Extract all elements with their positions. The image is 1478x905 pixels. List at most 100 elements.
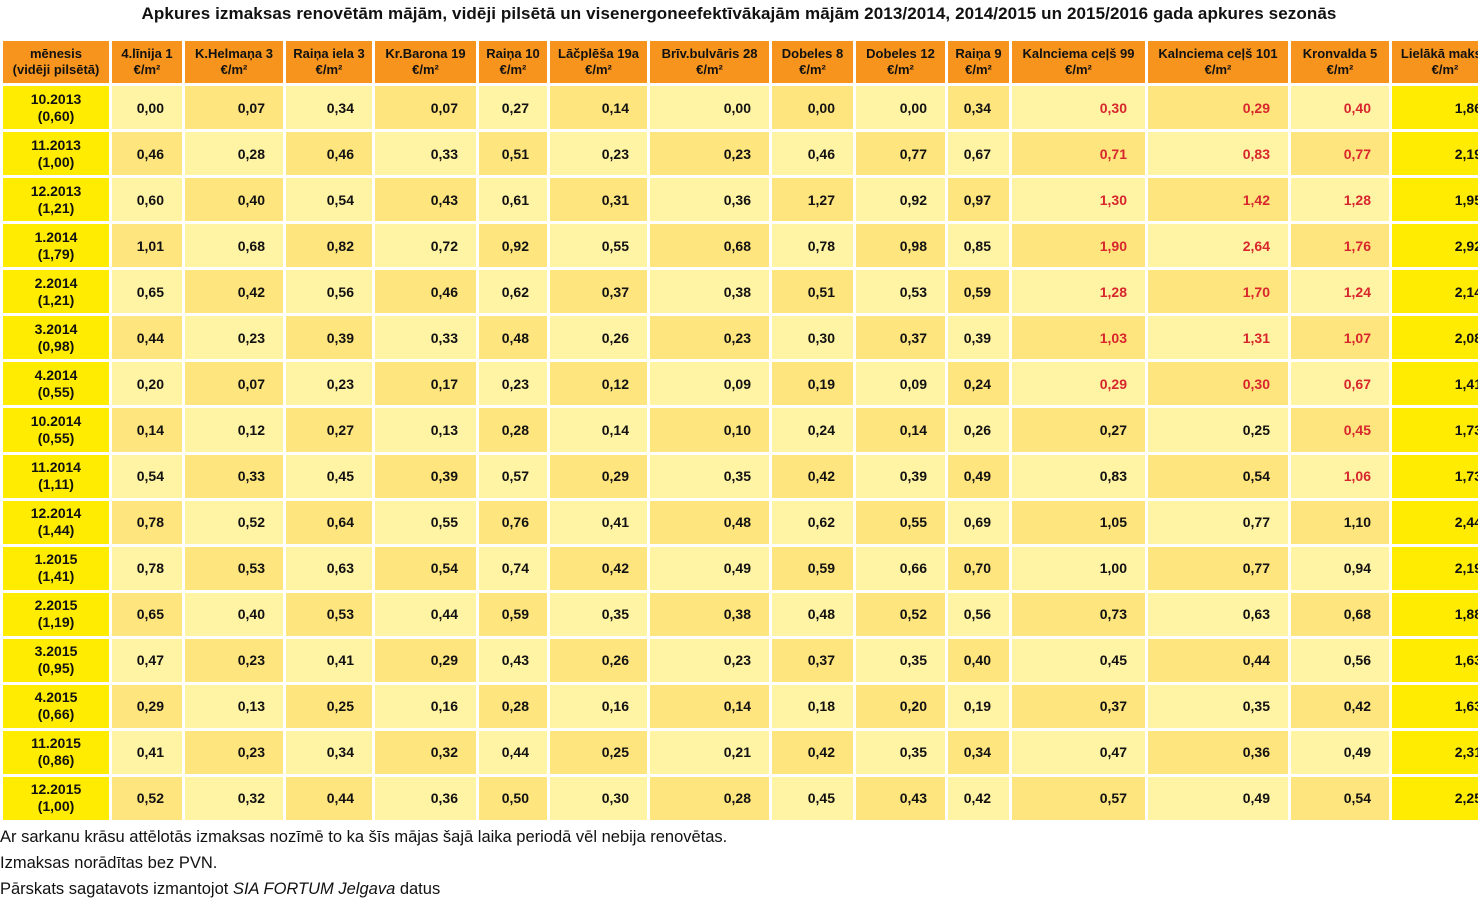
row-month: 12.2014: [30, 505, 82, 522]
value-cell: 0,56: [286, 270, 372, 314]
value-cell: 0,28: [650, 776, 769, 820]
note-source-company: SIA FORTUM Jelgava: [232, 880, 396, 898]
value-cell: 0,23: [185, 730, 283, 774]
max-value-cell: 2,25: [1392, 776, 1478, 820]
row-city-average: (1,19): [37, 614, 75, 631]
value-cell: 0,43: [375, 178, 476, 222]
value-cell: 0,66: [856, 546, 945, 590]
value-cell: 0,23: [550, 132, 647, 176]
value-cell: 0,30: [772, 316, 853, 360]
column-header-unit: €/m²: [1204, 62, 1232, 77]
row-city-average: (1,79): [37, 245, 75, 262]
value-cell: 0,46: [112, 132, 182, 176]
value-cell: 0,92: [479, 224, 547, 268]
value-cell: 0,20: [112, 362, 182, 406]
column-header-name: Lielākā maksa: [1400, 46, 1478, 61]
value-cell: 0,42: [1291, 684, 1389, 728]
value-cell: 1,10: [1291, 500, 1389, 544]
value-cell: 0,21: [650, 730, 769, 774]
column-header: K.Helmaņa 3 €/m²: [185, 41, 283, 83]
value-cell: 0,59: [479, 592, 547, 636]
value-cell: 0,76: [479, 500, 547, 544]
note-red-meaning: Ar sarkanu krāsu attēlotās izmaksas nozī…: [0, 828, 728, 846]
value-cell: 1,01: [112, 224, 182, 268]
value-cell: 0,26: [948, 408, 1009, 452]
value-cell: 0,28: [185, 132, 283, 176]
value-cell: 0,37: [1012, 684, 1145, 728]
header-month-line: mēnesis: [29, 46, 83, 61]
value-cell: 0,44: [1148, 638, 1288, 682]
value-cell: 0,23: [650, 316, 769, 360]
column-header-name: Dobeles 12: [866, 46, 935, 61]
column-header-unit: €/m²: [887, 62, 914, 77]
value-cell: 0,32: [185, 776, 283, 820]
column-header: Raiņa 10 €/m²: [479, 41, 547, 83]
value-cell: 0,52: [185, 500, 283, 544]
value-cell: 0,45: [772, 776, 853, 820]
value-cell: 0,48: [479, 316, 547, 360]
value-cell: 0,29: [1148, 86, 1288, 130]
row-city-average: (0,98): [37, 337, 75, 354]
row-month: 3.2015: [34, 643, 78, 660]
value-cell: 0,10: [650, 408, 769, 452]
value-cell: 0,48: [650, 500, 769, 544]
value-cell: 1,90: [1012, 224, 1145, 268]
value-cell: 1,24: [1291, 270, 1389, 314]
value-cell: 0,51: [479, 132, 547, 176]
column-header-unit: €/m²: [315, 62, 343, 77]
value-cell: 0,36: [1148, 730, 1288, 774]
column-header-name: Lāčplēša 19a: [558, 46, 639, 61]
value-cell: 1,07: [1291, 316, 1389, 360]
value-cell: 1,06: [1291, 454, 1389, 498]
row-label: 4.2014 (0,55): [3, 362, 109, 406]
row-city-average: (1,21): [37, 291, 75, 308]
row-label: 12.2013 (1,21): [3, 178, 109, 222]
row-month: 4.2015: [34, 689, 78, 706]
max-value-cell: 1,88: [1392, 592, 1478, 636]
note-source: Pārskats sagatavots izmantojot SIA FORTU…: [0, 876, 727, 902]
value-cell: 0,41: [286, 638, 372, 682]
row-month: 3.2014: [34, 320, 78, 337]
value-cell: 0,94: [1291, 546, 1389, 590]
value-cell: 0,29: [550, 454, 647, 498]
value-cell: 0,56: [1291, 638, 1389, 682]
value-cell: 0,92: [856, 178, 945, 222]
value-cell: 1,27: [772, 178, 853, 222]
value-cell: 0,47: [1012, 730, 1145, 774]
value-cell: 0,30: [550, 776, 647, 820]
value-cell: 0,85: [948, 224, 1009, 268]
row-city-average: (1,41): [37, 568, 75, 585]
column-header-name: Kronvalda 5: [1302, 46, 1378, 61]
value-cell: 0,98: [856, 224, 945, 268]
value-cell: 0,49: [650, 546, 769, 590]
column-header: Kalnciema ceļš 99 €/m²: [1012, 41, 1145, 83]
value-cell: 0,26: [550, 316, 647, 360]
row-label: 12.2014 (1,44): [3, 500, 109, 544]
value-cell: 1,28: [1291, 178, 1389, 222]
row-city-average: (1,11): [38, 476, 74, 493]
row-month: 12.2013: [30, 182, 82, 199]
column-header-name: Kalnciema ceļš 99: [1022, 46, 1135, 61]
note-vat: Izmaksas norādītas bez PVN.: [0, 854, 218, 872]
value-cell: 0,00: [112, 86, 182, 130]
column-header: Dobeles 8 €/m²: [772, 41, 853, 83]
value-cell: 0,17: [375, 362, 476, 406]
value-cell: 0,25: [286, 684, 372, 728]
value-cell: 0,55: [550, 224, 647, 268]
value-cell: 0,63: [1148, 592, 1288, 636]
value-cell: 0,31: [550, 178, 647, 222]
value-cell: 0,26: [550, 638, 647, 682]
value-cell: 0,44: [375, 592, 476, 636]
value-cell: 0,19: [772, 362, 853, 406]
value-cell: 0,52: [856, 592, 945, 636]
column-header-unit: €/m²: [1065, 62, 1092, 77]
value-cell: 0,77: [856, 132, 945, 176]
max-value-cell: 2,31: [1392, 730, 1478, 774]
note-source-prefix: Pārskats sagatavots izmantojot: [0, 880, 233, 898]
value-cell: 0,38: [650, 270, 769, 314]
value-cell: 0,44: [479, 730, 547, 774]
value-cell: 0,45: [286, 454, 372, 498]
column-header-unit: €/m²: [696, 62, 723, 77]
value-cell: 0,46: [772, 132, 853, 176]
value-cell: 0,57: [479, 454, 547, 498]
